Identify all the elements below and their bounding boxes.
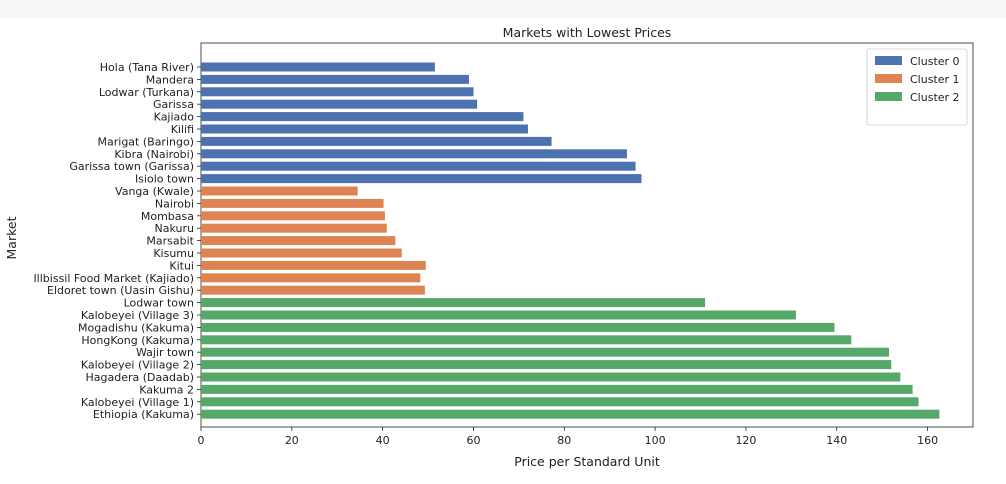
- bar: [201, 149, 627, 159]
- y-tick-label: Kalobeyei (Village 2): [81, 359, 194, 372]
- y-tick-label: Nakuru: [155, 222, 194, 235]
- bar: [201, 112, 524, 122]
- legend-label: Cluster 0: [910, 55, 960, 68]
- x-axis-ticks: 0 20 40 60 80 100 120 140 160: [198, 427, 938, 447]
- bar: [201, 99, 478, 109]
- bar: [201, 236, 396, 246]
- bar-chart: Markets with Lowest Prices Hola (Tana Ri…: [4, 25, 974, 469]
- y-tick-label: Mombasa: [141, 210, 194, 223]
- bar: [201, 136, 552, 146]
- bar: [201, 397, 919, 407]
- bar: [201, 260, 426, 270]
- y-tick-label: Vanga (Kwale): [115, 185, 194, 198]
- x-tick-label: 60: [466, 434, 480, 447]
- legend-label: Cluster 1: [910, 73, 960, 86]
- bar: [201, 273, 421, 283]
- bar: [201, 62, 435, 72]
- bar: [201, 384, 913, 394]
- x-axis-title: Price per Standard Unit: [514, 454, 660, 469]
- bar: [201, 174, 642, 184]
- bar: [201, 198, 384, 208]
- x-tick-label: 120: [735, 434, 756, 447]
- y-tick-label: Isiolo town: [135, 173, 194, 186]
- y-tick-label: Kalobeyei (Village 3): [81, 309, 194, 322]
- y-tick-label: Kisumu: [153, 247, 194, 260]
- y-tick-label: Hola (Tana River): [100, 61, 194, 74]
- bar: [201, 360, 892, 370]
- legend: Cluster 0 Cluster 1 Cluster 2: [866, 48, 968, 126]
- legend-swatch: [875, 92, 902, 101]
- bar: [201, 223, 387, 233]
- bar: [201, 335, 852, 345]
- y-tick-label: Illbissil Food Market (Kajiado): [33, 272, 194, 285]
- chart-figure: Markets with Lowest Prices Hola (Tana Ri…: [0, 18, 1006, 484]
- y-tick-label: Eldoret town (Uasin Gishu): [47, 284, 194, 297]
- legend-frame: [866, 48, 968, 126]
- bar: [201, 409, 940, 419]
- y-tick-label: HongKong (Kakuma): [81, 334, 194, 347]
- x-tick-label: 20: [285, 434, 299, 447]
- x-tick-label: 100: [645, 434, 666, 447]
- bar: [201, 310, 796, 320]
- y-tick-label: Kilifi: [171, 123, 194, 136]
- x-tick-label: 160: [917, 434, 938, 447]
- y-tick-label: Nairobi: [155, 197, 194, 210]
- bar: [201, 322, 835, 332]
- plot-area: [200, 42, 974, 428]
- bars-group: [201, 62, 940, 419]
- y-tick-label: Ethiopia (Kakuma): [93, 408, 194, 421]
- y-tick-label: Lodwar town: [124, 297, 194, 310]
- chart-title: Markets with Lowest Prices: [503, 25, 672, 40]
- y-tick-label: Lodwar (Turkana): [99, 86, 194, 99]
- x-tick-label: 80: [557, 434, 571, 447]
- y-tick-label: Marsabit: [146, 235, 194, 248]
- y-tick-label: Kajiado: [154, 111, 195, 124]
- y-tick-label: Garissa: [153, 98, 194, 111]
- y-tick-label: Wajir town: [136, 346, 194, 359]
- y-tick-label: Kalobeyei (Village 1): [81, 396, 194, 409]
- y-tick-label: Mandera: [146, 73, 194, 86]
- y-tick-label: Kakuma 2: [139, 383, 194, 396]
- y-tick-label: Kitui: [169, 259, 194, 272]
- bar: [201, 161, 636, 171]
- bar: [201, 347, 889, 357]
- bar: [201, 372, 901, 382]
- bar: [201, 285, 425, 295]
- bar: [201, 87, 474, 97]
- y-tick-label: Garissa town (Garissa): [69, 160, 194, 173]
- bar: [201, 248, 402, 258]
- x-tick-label: 0: [198, 434, 205, 447]
- y-tick-label: Hagadera (Daadab): [86, 371, 195, 384]
- x-tick-label: 140: [826, 434, 847, 447]
- bar: [201, 211, 385, 221]
- y-axis-title: Market: [4, 216, 19, 259]
- bar: [201, 186, 358, 196]
- bar: [201, 74, 469, 84]
- x-tick-label: 40: [376, 434, 390, 447]
- bar: [201, 124, 528, 134]
- bar: [201, 298, 706, 308]
- y-tick-label: Mogadishu (Kakuma): [78, 321, 194, 334]
- y-tick-label: Kibra (Nairobi): [114, 148, 194, 161]
- y-tick-label: Marigat (Baringo): [98, 135, 194, 148]
- legend-label: Cluster 2: [910, 91, 960, 104]
- legend-swatch: [875, 74, 902, 83]
- legend-swatch: [875, 56, 902, 65]
